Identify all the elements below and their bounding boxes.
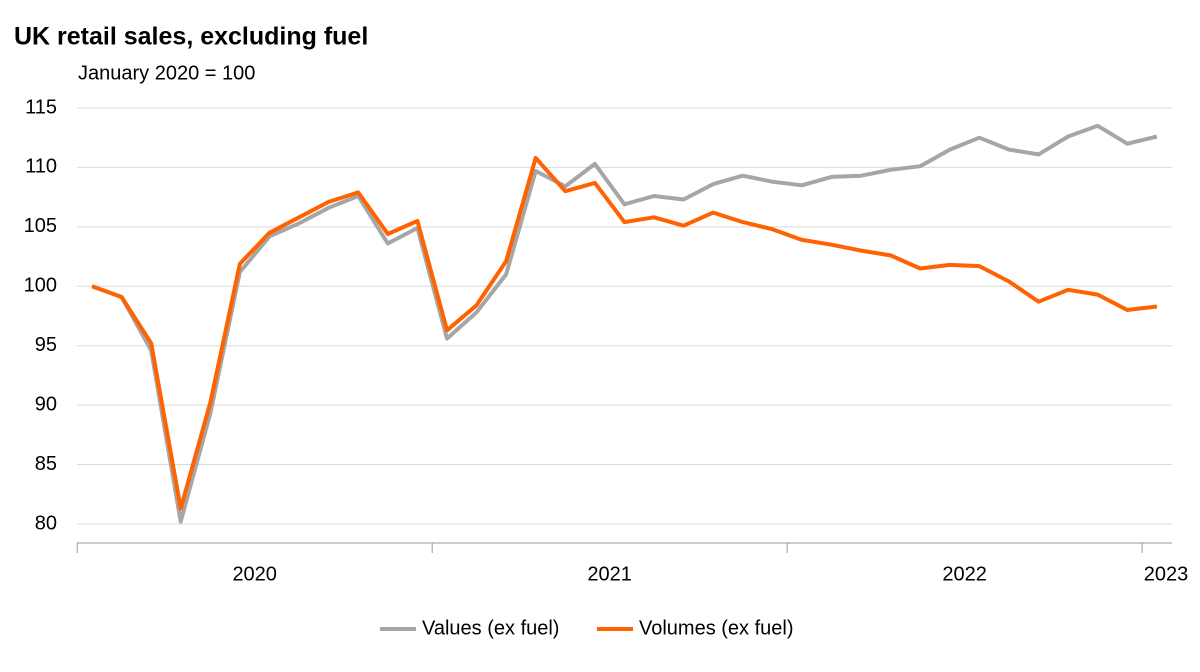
y-tick-label: 95 — [35, 334, 57, 356]
chart-title: UK retail sales, excluding fuel — [14, 23, 368, 51]
legend-label: Volumes (ex fuel) — [639, 617, 794, 639]
chart-subtitle: January 2020 = 100 — [78, 62, 255, 84]
x-group-label: 2022 — [942, 563, 987, 585]
x-group-label: 2023 — [1144, 563, 1189, 585]
y-tick-label: 85 — [35, 453, 57, 475]
y-tick-label: 80 — [35, 512, 57, 534]
series-line — [91, 155, 1158, 511]
legend-label: Values (ex fuel) — [422, 617, 559, 639]
y-tick-label: 115 — [25, 96, 57, 118]
y-tick-label: 100 — [24, 275, 57, 297]
y-tick-label: 90 — [35, 393, 57, 415]
series-line — [91, 123, 1158, 524]
y-tick-label: 110 — [25, 156, 57, 178]
x-group-label: 2020 — [232, 563, 277, 585]
y-tick-label: 105 — [24, 215, 57, 237]
x-group-label: 2021 — [587, 563, 632, 585]
